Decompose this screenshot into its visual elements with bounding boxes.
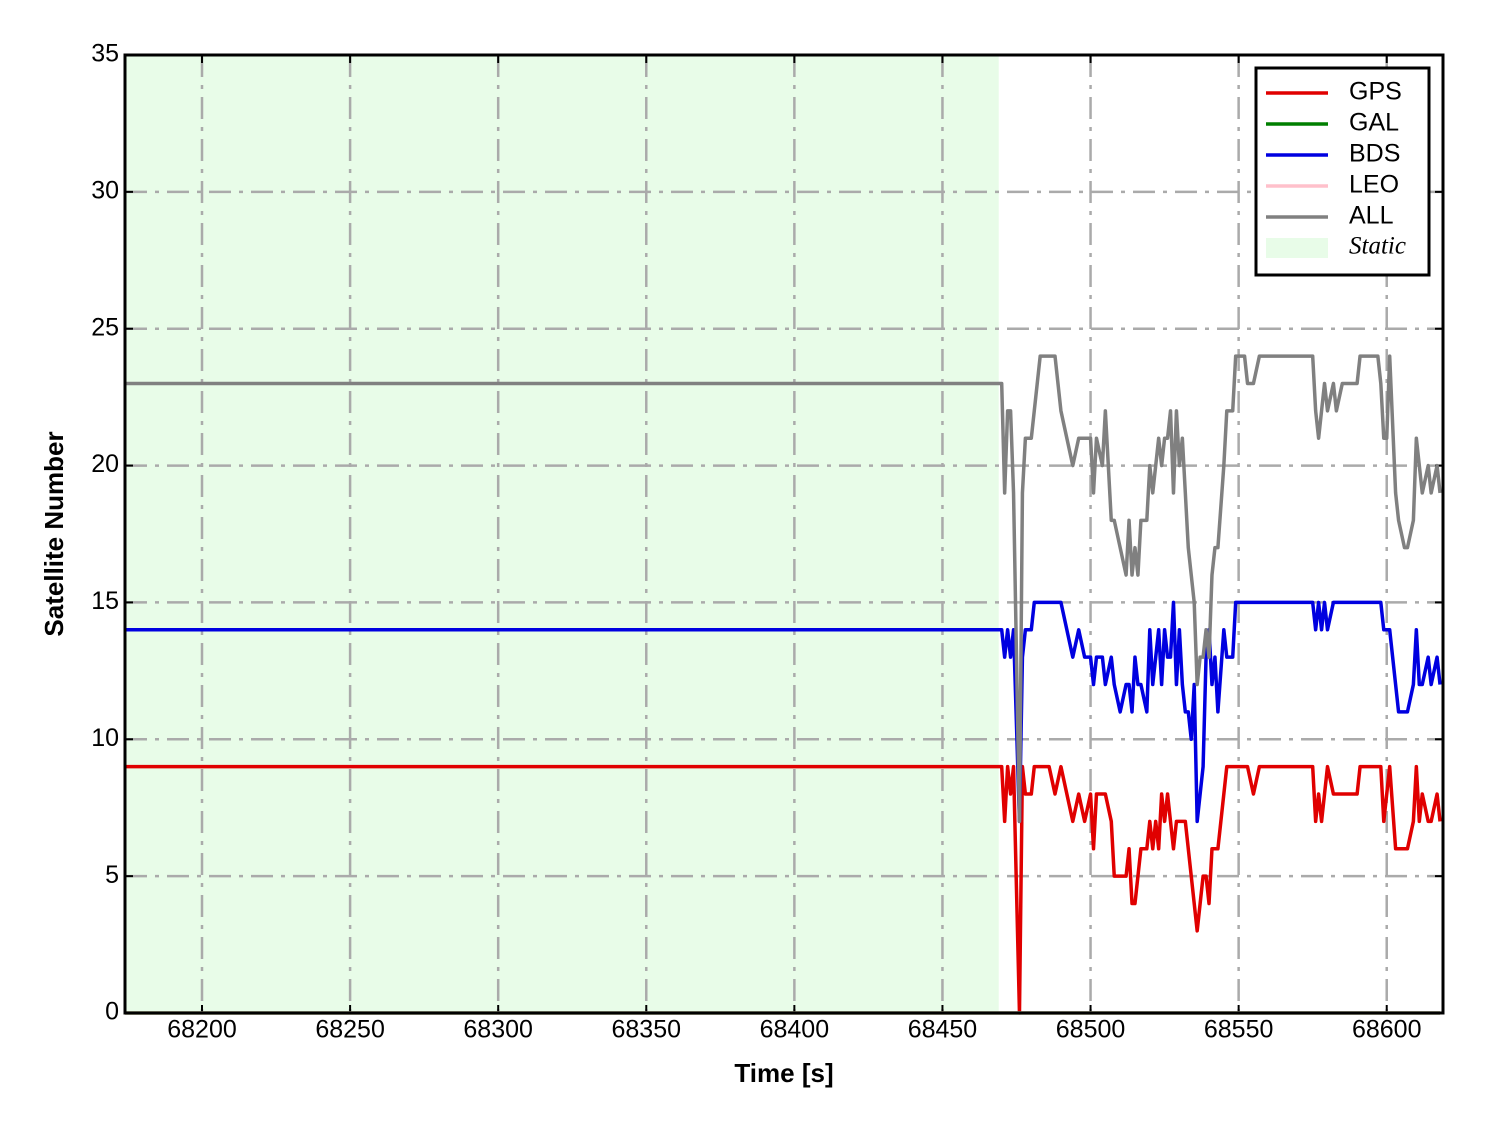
y-tick-label: 10 — [91, 724, 119, 752]
x-tick-label: 68450 — [908, 1016, 978, 1044]
legend-label: LEO — [1349, 171, 1399, 199]
y-axis-label: Satellite Number — [39, 431, 69, 636]
x-tick-label: 68200 — [167, 1016, 237, 1044]
static-span — [125, 55, 999, 1013]
series-line — [125, 354, 1442, 824]
legend-label: GPS — [1349, 78, 1402, 106]
y-tick-label: 25 — [91, 313, 119, 341]
x-tick-label: 68550 — [1204, 1016, 1274, 1044]
series-line — [125, 764, 1442, 1015]
x-tick-label: 68400 — [760, 1016, 830, 1044]
y-tick-label: 5 — [105, 861, 119, 889]
y-tick-label: 15 — [91, 587, 119, 615]
plot-frame — [123, 53, 1445, 1015]
series-line — [125, 600, 1442, 824]
x-axis-label: Time [s] — [734, 1058, 833, 1088]
legend-label: ALL — [1349, 202, 1394, 230]
legend-label: BDS — [1349, 140, 1400, 168]
y-tick-label: 30 — [91, 176, 119, 204]
x-tick-label: 68300 — [463, 1016, 533, 1044]
x-tick-label: 68350 — [612, 1016, 682, 1044]
y-tick-label: 35 — [91, 40, 119, 68]
x-tick-label: 68600 — [1352, 1016, 1422, 1044]
x-tick-label: 68500 — [1056, 1016, 1126, 1044]
y-tick-label: 0 — [105, 998, 119, 1026]
x-tick-label: 68250 — [315, 1016, 385, 1044]
legend-label: GAL — [1349, 109, 1399, 137]
y-tick-label: 20 — [91, 450, 119, 478]
legend-label: Static — [1349, 233, 1406, 260]
legend-swatch — [1266, 238, 1328, 258]
